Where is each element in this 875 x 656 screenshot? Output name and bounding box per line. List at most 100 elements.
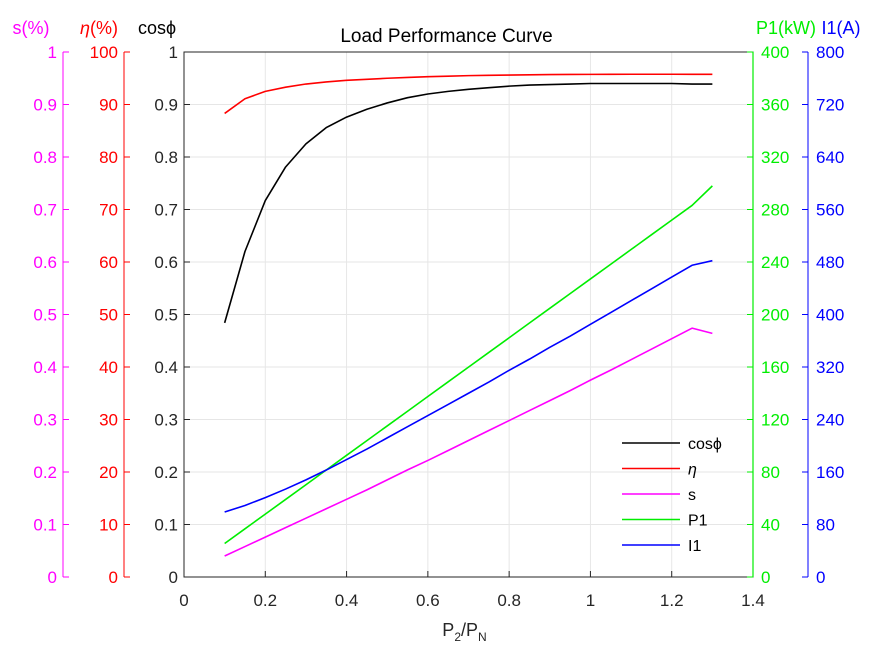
series-line-eta <box>224 73 713 115</box>
series-line-s <box>224 327 713 557</box>
legend-label-prefix: cos <box>688 436 713 453</box>
i1-tick-label: 640 <box>816 148 844 167</box>
eta-tick-label: 30 <box>99 411 118 430</box>
eta-axis-title-suffix: (%) <box>90 18 118 38</box>
eta-tick-label: 50 <box>99 306 118 325</box>
s-tick-label: 0.4 <box>33 358 57 377</box>
x-tick-label: 1.2 <box>660 591 684 610</box>
x-axis-title-sep: /P <box>461 620 478 640</box>
cos-tick-label: 0.7 <box>154 201 178 220</box>
eta-tick-label: 60 <box>99 253 118 272</box>
legend-label-suffix: ϕ <box>713 436 722 453</box>
p1-tick-label: 80 <box>761 463 780 482</box>
x-axis-title-base-sub: 2 <box>454 630 461 644</box>
p1-tick-label: 0 <box>761 568 770 587</box>
x-tick-label: 0.4 <box>335 591 359 610</box>
p1-tick-label: 400 <box>761 43 789 62</box>
series-line-p1 <box>224 185 713 545</box>
s-tick-label: 0 <box>48 568 57 587</box>
p1-axis-title: P1(kW) <box>756 18 816 38</box>
cos-tick-label: 0.9 <box>154 96 178 115</box>
legend-label-p1: P1 <box>688 513 708 530</box>
legend-label-s: s <box>688 487 696 504</box>
cos-axis-title-suffix: ϕ <box>166 18 176 38</box>
cos-tick-label: 0.5 <box>154 306 178 325</box>
s-tick-label: 0.1 <box>33 516 57 535</box>
cos-tick-label: 0.3 <box>154 411 178 430</box>
s-tick-label: 0.7 <box>33 201 57 220</box>
eta-tick-label: 40 <box>99 358 118 377</box>
x-axis-title: P2/PN <box>442 620 486 644</box>
cos-tick-label: 1 <box>169 43 178 62</box>
p1-axis: 0 40 80 120 160 200 240 280 320 360 400 P1(kW) <box>747 18 816 587</box>
s-tick-label: 0.6 <box>33 253 57 272</box>
legend-label-cos: cosϕ <box>688 436 722 453</box>
i1-tick-label: 0 <box>816 568 825 587</box>
cos-tick-label: 0.8 <box>154 148 178 167</box>
eta-tick-label: 0 <box>109 568 118 587</box>
i1-tick-label: 560 <box>816 201 844 220</box>
x-tick-label: 0.8 <box>497 591 521 610</box>
s-tick-label: 0.2 <box>33 463 57 482</box>
x-axis-title-base: P <box>442 620 454 640</box>
s-axis: 0 0.1 0.2 0.3 0.4 0.5 0.6 0.7 0.8 0.9 1 s(%) <box>13 18 69 587</box>
p1-tick-label: 200 <box>761 306 789 325</box>
eta-axis-title: η(%) <box>80 18 118 38</box>
i1-tick-label: 320 <box>816 358 844 377</box>
i1-axis-title: I1(A) <box>821 18 860 38</box>
i1-tick-label: 400 <box>816 306 844 325</box>
x-tick-label: 1 <box>586 591 595 610</box>
axes: 0 0.2 0.4 0.6 0.8 1 1.2 1.400.10.20.30.40.50.60… <box>13 18 861 610</box>
s-tick-label: 0.9 <box>33 96 57 115</box>
x-axis-title-sep-sub: N <box>478 630 487 644</box>
p1-tick-label: 280 <box>761 201 789 220</box>
p1-tick-label: 240 <box>761 253 789 272</box>
x-tick-label: 0.2 <box>253 591 277 610</box>
i1-tick-label: 80 <box>816 516 835 535</box>
series-lines <box>223 73 713 557</box>
x-tick-label: 0 <box>179 591 188 610</box>
eta-tick-label: 70 <box>99 201 118 220</box>
eta-axis-title-prefix: η <box>80 18 90 38</box>
i1-tick-label: 480 <box>816 253 844 272</box>
cos-tick-label: 0 <box>169 568 178 587</box>
p1-tick-label: 360 <box>761 96 789 115</box>
series-line-i1 <box>224 259 713 513</box>
x-tick-label: 0.6 <box>416 591 440 610</box>
i1-tick-label: 720 <box>816 96 844 115</box>
x-tick-label: 1.4 <box>741 591 765 610</box>
p1-tick-label: 120 <box>761 411 789 430</box>
eta-tick-label: 80 <box>99 148 118 167</box>
i1-tick-label: 800 <box>816 43 844 62</box>
cos-axis-title: cosϕ <box>138 18 176 38</box>
s-tick-label: 1 <box>48 43 57 62</box>
eta-tick-label: 90 <box>99 96 118 115</box>
chart-title: Load Performance Curve <box>340 26 552 47</box>
cos-tick-label: 0.1 <box>154 516 178 535</box>
s-tick-label: 0.8 <box>33 148 57 167</box>
cos-axis-title-prefix: cos <box>138 18 166 38</box>
cos-tick-label: 0.6 <box>154 253 178 272</box>
i1-axis: 0 80 160 240 320 400 480 560 640 720 800 I1(A) <box>802 18 861 587</box>
s-tick-label: 0.5 <box>33 306 57 325</box>
grid <box>184 52 753 577</box>
i1-tick-label: 240 <box>816 411 844 430</box>
s-axis-title: s(%) <box>13 18 50 38</box>
cos-tick-label: 0.4 <box>154 358 178 377</box>
s-tick-label: 0.3 <box>33 411 57 430</box>
i1-tick-label: 160 <box>816 463 844 482</box>
legend-label-eta: η <box>688 462 697 479</box>
eta-tick-label: 100 <box>90 43 118 62</box>
p1-tick-label: 160 <box>761 358 789 377</box>
p1-tick-label: 320 <box>761 148 789 167</box>
legend-label-i1: I1 <box>688 538 701 555</box>
series-line-cos <box>223 82 713 324</box>
cos-tick-label: 0.2 <box>154 463 178 482</box>
p1-tick-label: 40 <box>761 516 780 535</box>
eta-tick-label: 10 <box>99 516 118 535</box>
eta-tick-label: 20 <box>99 463 118 482</box>
